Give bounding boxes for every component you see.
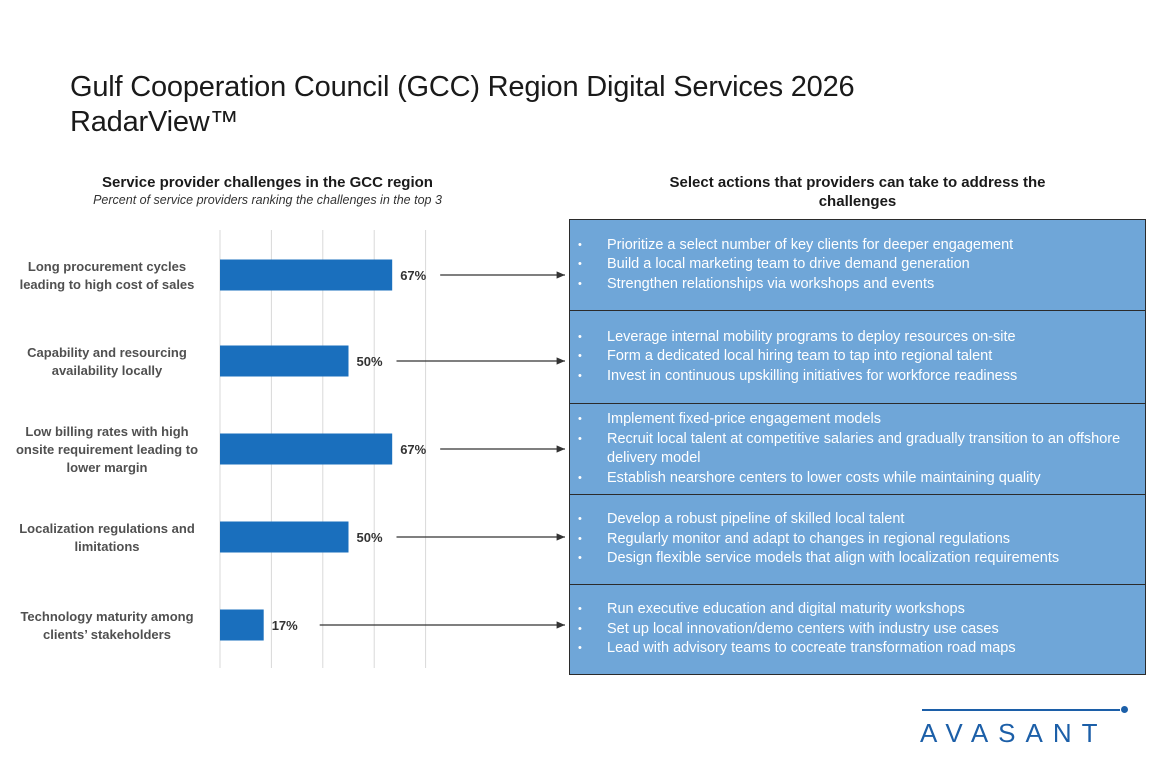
action-list: Run executive education and digital matu… [578, 600, 1139, 659]
data-label: 67% [400, 442, 426, 457]
action-item: Prioritize a select number of key client… [578, 236, 1139, 256]
chart-title: Service provider challenges in the GCC r… [102, 174, 433, 191]
action-item: Establish nearshore centers to lower cos… [578, 469, 1139, 489]
bar [220, 609, 264, 641]
category-label: availability locally [52, 363, 163, 378]
bar [220, 521, 349, 553]
action-item: Build a local marketing team to drive de… [578, 255, 1139, 275]
actions-panel: Prioritize a select number of key client… [569, 219, 1146, 675]
action-item: Form a dedicated local hiring team to ta… [578, 347, 1139, 367]
challenges-bar-chart: 67% Long procurement cycles leading to hig… [16, 230, 565, 668]
logo-line [922, 709, 1120, 711]
bar [220, 345, 349, 377]
action-item: Lead with advisory teams to cocreate tra… [578, 639, 1139, 659]
data-label: 50% [357, 530, 383, 545]
data-label: 67% [400, 268, 426, 283]
action-item: Recruit local talent at competitive sala… [578, 430, 1139, 469]
action-item: Develop a robust pipeline of skilled loc… [578, 510, 1139, 530]
action-item: Design flexible service models that alig… [578, 549, 1139, 569]
page-title: Gulf Cooperation Council (GCC) Region Di… [70, 70, 855, 140]
action-list: Leverage internal mobility programs to d… [578, 328, 1139, 387]
logo-dot [1121, 706, 1128, 713]
action-item: Leverage internal mobility programs to d… [578, 328, 1139, 348]
action-item: Invest in continuous upskilling initiati… [578, 367, 1139, 387]
category-label: lower margin [67, 460, 148, 475]
action-group: Prioritize a select number of key client… [570, 220, 1145, 311]
action-item: Run executive education and digital matu… [578, 600, 1139, 620]
data-label: 50% [357, 354, 383, 369]
category-label: Low billing rates with high [25, 424, 188, 439]
action-group: Run executive education and digital matu… [570, 585, 1145, 674]
action-list: Implement fixed-price engagement modelsR… [578, 410, 1139, 488]
chart-subtitle: Percent of service providers ranking the… [93, 193, 442, 207]
action-list: Prioritize a select number of key client… [578, 236, 1139, 295]
actions-heading-line-2: challenges [818, 193, 897, 210]
action-item: Strengthen relationships via workshops a… [578, 275, 1139, 295]
title-line-1: Gulf Cooperation Council (GCC) Region Di… [70, 71, 855, 103]
title-line-2: RadarView™ [70, 106, 239, 138]
action-item: Implement fixed-price engagement models [578, 410, 1139, 430]
avasant-logo: AVASANT [920, 706, 1130, 750]
action-list: Develop a robust pipeline of skilled loc… [578, 510, 1139, 569]
action-item: Set up local innovation/demo centers wit… [578, 620, 1139, 640]
data-label: 17% [272, 618, 298, 633]
category-label: Localization regulations and [19, 521, 195, 536]
action-group: Develop a robust pipeline of skilled loc… [570, 495, 1145, 585]
category-label: Technology maturity among [20, 609, 193, 624]
chart-header: Service provider challenges in the GCC r… [40, 173, 495, 208]
action-group: Leverage internal mobility programs to d… [570, 311, 1145, 404]
category-label: onsite requirement leading to [16, 442, 198, 457]
bar [220, 259, 393, 291]
category-label: Capability and resourcing [27, 345, 187, 360]
category-label: clients’ stakeholders [43, 627, 171, 642]
category-label: Long procurement cycles [28, 259, 186, 274]
actions-heading: Select actions that providers can take t… [620, 173, 1095, 211]
action-item: Regularly monitor and adapt to changes i… [578, 530, 1139, 550]
actions-heading-line-1: Select actions that providers can take t… [669, 174, 1046, 191]
category-label: limitations [74, 539, 139, 554]
logo-wordmark: AVASANT [920, 718, 1108, 748]
bar [220, 433, 393, 465]
action-group: Implement fixed-price engagement modelsR… [570, 404, 1145, 495]
category-label: leading to high cost of sales [20, 277, 195, 292]
